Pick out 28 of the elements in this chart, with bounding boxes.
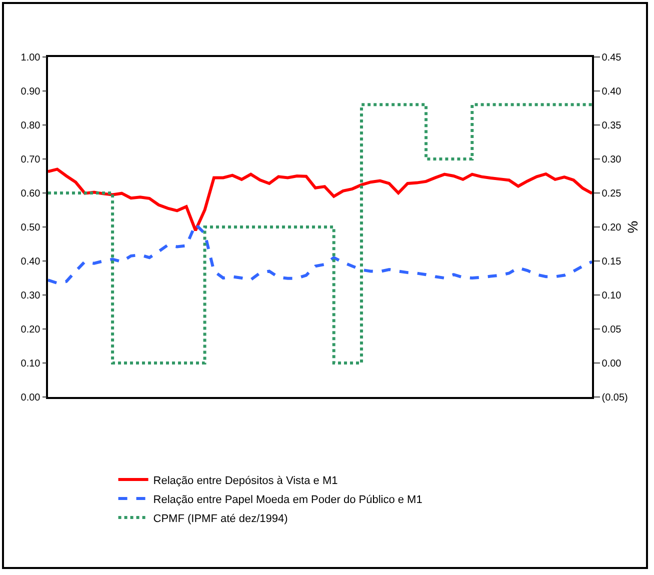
y-tick-label: 1.00 [20, 52, 41, 64]
y2-tick-label: 0.10 [602, 290, 622, 302]
legend-label: Relação entre Depósitos à Vista e M1 [153, 474, 338, 487]
y-tick-label: 0.70 [20, 154, 41, 166]
line-series [48, 222, 592, 285]
y-tick-label: 0.40 [20, 256, 41, 268]
y2-tick-label: 0.25 [602, 188, 622, 200]
y2-tick-label: 0.30 [602, 154, 622, 166]
y-tick-label: 0.00 [20, 392, 41, 404]
y2-tick-label: 0.45 [602, 52, 622, 64]
y2-tick-label: 0.20 [602, 222, 622, 234]
legend-label: Relação entre Papel Moeda em Poder do Público e M1 [153, 494, 422, 506]
y2-tick-label: (0.05) [602, 392, 628, 404]
y2-tick-label: 0.15 [602, 256, 622, 268]
y-tick-label: 0.50 [20, 222, 41, 234]
y2-tick-label: 0.05 [602, 324, 622, 336]
y-tick-label: 0.80 [20, 120, 41, 132]
y-tick-label: 0.30 [20, 290, 41, 302]
y2-tick-label: 0.00 [602, 358, 622, 370]
y2-tick-label: 0.40 [602, 86, 622, 98]
line-series [48, 168, 592, 232]
y-tick-label: 0.60 [20, 188, 41, 200]
legend-label: CPMF (IPMF até dez/1994) [153, 512, 288, 525]
y-tick-label: 0.20 [20, 324, 41, 336]
y-tick-label: 0.10 [20, 358, 41, 370]
y2-axis-title: % [624, 220, 640, 234]
y-tick-label: 0.90 [20, 86, 41, 98]
y2-tick-label: 0.35 [602, 120, 622, 132]
